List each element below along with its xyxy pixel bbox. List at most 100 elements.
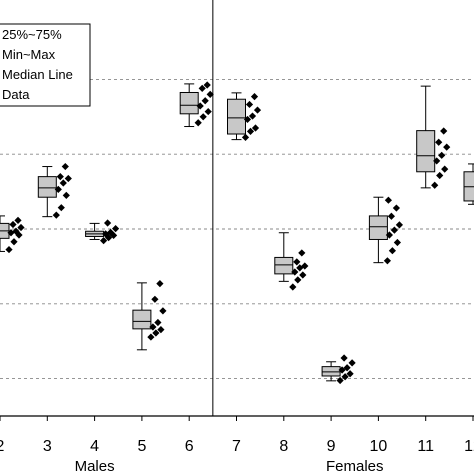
data-point [435,138,443,146]
data-point [157,326,165,334]
data-point [159,307,167,315]
box-2 [0,215,10,252]
data-point [5,245,13,254]
data-point [52,211,60,219]
x-tick-label-10: 10 [370,438,388,455]
data-point [61,162,69,171]
data-point [251,124,260,132]
group-labels: Males Females [75,458,384,474]
data-point [346,370,354,378]
data-points [5,81,451,385]
data-point [348,359,356,367]
data-point [441,165,449,173]
points-2 [5,216,25,254]
x-tick-label-8: 8 [279,438,288,455]
group-label-males: Males [75,458,115,474]
data-point [385,231,393,239]
legend-entry-min-max: Min~Max [2,47,56,62]
data-point [289,283,297,291]
box-12 [463,163,474,205]
box-9 [321,361,341,382]
points-10 [383,196,403,265]
x-tick-label-2: 2 [0,438,5,455]
points-11 [431,127,451,189]
data-point [395,221,403,229]
data-point [443,143,451,151]
box-10 [368,196,388,264]
quartile-box [227,98,246,135]
data-point [294,276,302,284]
data-point [196,102,204,110]
data-point [56,173,64,181]
data-point [62,191,70,199]
data-point [298,249,306,257]
points-9 [336,354,356,385]
legend-entry-quartile-range: 25%~75% [2,27,62,42]
data-point [154,318,162,327]
x-tick-label-12: 12 [464,438,474,455]
quartile-box [368,215,388,240]
data-point [341,373,349,381]
data-point [149,323,157,331]
data-point [17,223,25,232]
box-7 [227,92,246,141]
x-tick-label-4: 4 [90,438,99,455]
data-point [199,113,207,121]
data-point [301,262,309,270]
points-5 [147,280,167,341]
quartile-box [274,256,294,275]
data-point [104,219,112,227]
data-point [253,106,262,114]
data-point [14,216,22,224]
data-point [203,81,211,89]
data-point [440,127,448,135]
data-point [393,238,401,247]
data-point [299,271,307,279]
data-point [147,333,155,341]
x-tick-labels: 2 3 4 5 6 7 8 9 10 11 12 [0,438,474,455]
data-point [156,280,164,288]
data-point [291,268,299,276]
legend-entry-data: Data [2,87,30,102]
data-point [100,236,108,245]
data-point [112,225,120,233]
data-point [392,204,400,212]
data-point [151,295,159,303]
data-point [436,171,444,180]
points-7 [241,93,262,141]
data-point [10,238,18,246]
box-4 [85,222,105,240]
legend: 25%~75% Min~Max Median Line Data [0,23,91,107]
quartile-box [132,309,152,330]
points-6 [194,81,214,127]
data-point [12,227,20,235]
data-point [194,119,202,127]
data-point [59,179,67,187]
legend-entry-median-line: Median Line [2,67,73,82]
quartile-box [321,366,341,377]
data-point [336,376,344,385]
data-point [387,212,395,220]
data-point [241,133,250,141]
points-3 [52,162,72,219]
data-point [64,174,72,183]
quartile-box [416,130,436,173]
x-tick-label-5: 5 [137,438,146,455]
box-8 [274,232,294,282]
data-point [338,366,346,374]
data-point [384,196,392,204]
x-tick-label-7: 7 [232,438,241,455]
data-point [390,226,398,234]
data-point [57,204,65,212]
box-11 [416,85,436,189]
box-series [0,83,474,382]
data-point [9,220,17,229]
x-axis-ticks [0,416,474,421]
box-6 [179,83,199,128]
data-point [198,84,206,92]
legend-frame [0,23,91,107]
data-point [388,247,396,255]
data-point [246,127,255,135]
data-point [152,329,160,337]
quartile-box [179,91,199,115]
